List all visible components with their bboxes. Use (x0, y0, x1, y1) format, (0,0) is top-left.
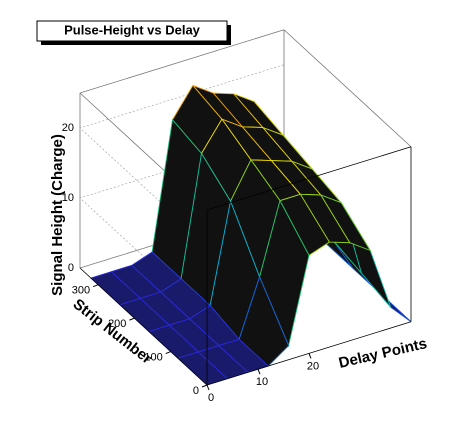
z-tick-label: 10 (62, 192, 74, 204)
y-tick (201, 384, 208, 388)
box-edge (79, 29, 285, 94)
y-tick (165, 351, 171, 355)
y-tick-label: 300 (72, 285, 90, 297)
y-tick (129, 317, 135, 321)
x-tick-label: 20 (307, 360, 319, 372)
y-tick (92, 284, 99, 288)
z-axis-label: Signal Height (Charge) (49, 134, 66, 296)
x-tick-label: 0 (208, 392, 214, 404)
y-tick-label: 0 (193, 385, 199, 397)
chart-title: Pulse-Height vs Delay (64, 22, 201, 37)
box-edge (206, 146, 412, 211)
box-edge (79, 267, 208, 386)
x-tick (206, 384, 210, 391)
box-edge (283, 29, 412, 148)
z-tick-label: 20 (62, 122, 74, 134)
x-tick (257, 369, 261, 375)
x-tick (308, 353, 312, 359)
x-tick-label: 10 (256, 376, 268, 388)
y-tick-label: 200 (108, 318, 126, 330)
z-tick-label: 0 (68, 262, 74, 274)
y-tick-label: 100 (144, 351, 162, 363)
title-box (36, 20, 228, 42)
